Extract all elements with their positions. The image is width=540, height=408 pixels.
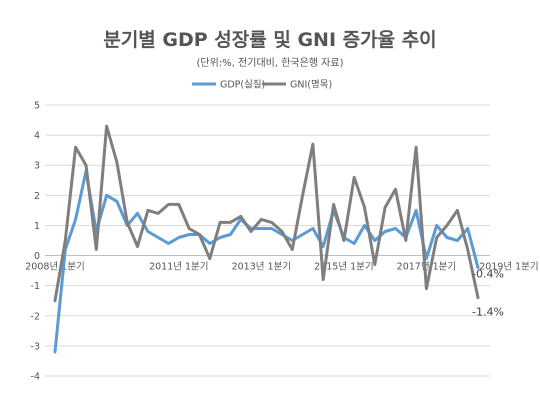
y-tick-label: 4 — [34, 131, 40, 142]
legend-label-gni: GNI(명목) — [290, 80, 332, 91]
y-tick-label: 5 — [34, 101, 40, 112]
data-label-gdp: -0.4% — [472, 268, 504, 281]
legend: GDP(실질) GNI(명목) — [192, 79, 332, 91]
series-lines — [53, 124, 480, 354]
x-tick-label: 2013년 1분기 — [232, 262, 291, 273]
y-tick-label: -4 — [31, 372, 40, 383]
y-tick-label: 1 — [34, 221, 40, 232]
y-tick-label: 2 — [34, 191, 40, 202]
y-tick-label: 3 — [34, 161, 40, 172]
y-tick-label: 0 — [34, 251, 40, 262]
y-tick-label: -1 — [31, 281, 40, 292]
chart-title: 분기별 GDP 성장률 및 GNI 증가율 추이 — [103, 29, 436, 51]
x-tick-label: 2011년 1분기 — [149, 262, 208, 273]
data-label-gni: -1.4% — [472, 306, 504, 319]
x-tick-label: 2008년 1분기 — [25, 262, 84, 273]
x-tick-label: 2017년 1분기 — [397, 262, 456, 273]
gridlines — [45, 104, 490, 377]
y-axis-ticks: 5 4 3 2 1 0 -1 -2 -3 -4 — [31, 101, 40, 383]
y-tick-label: -2 — [31, 311, 40, 322]
x-tick-label: 2019년 1분기 — [479, 262, 538, 273]
x-axis-ticks: 2008년 1분기 2011년 1분기 2013년 1분기 2015년 1분기 2017… — [25, 262, 538, 273]
x-tick-label: 2015년 1분기 — [314, 262, 373, 273]
end-labels: -0.4% -1.4% — [472, 268, 504, 319]
series-line-gni — [53, 124, 480, 303]
legend-label-gdp: GDP(실질) — [220, 79, 265, 91]
chart-subtitle: (단위:%, 전기대비, 한국은행 자료) — [197, 56, 344, 69]
y-tick-label: -3 — [31, 341, 40, 352]
